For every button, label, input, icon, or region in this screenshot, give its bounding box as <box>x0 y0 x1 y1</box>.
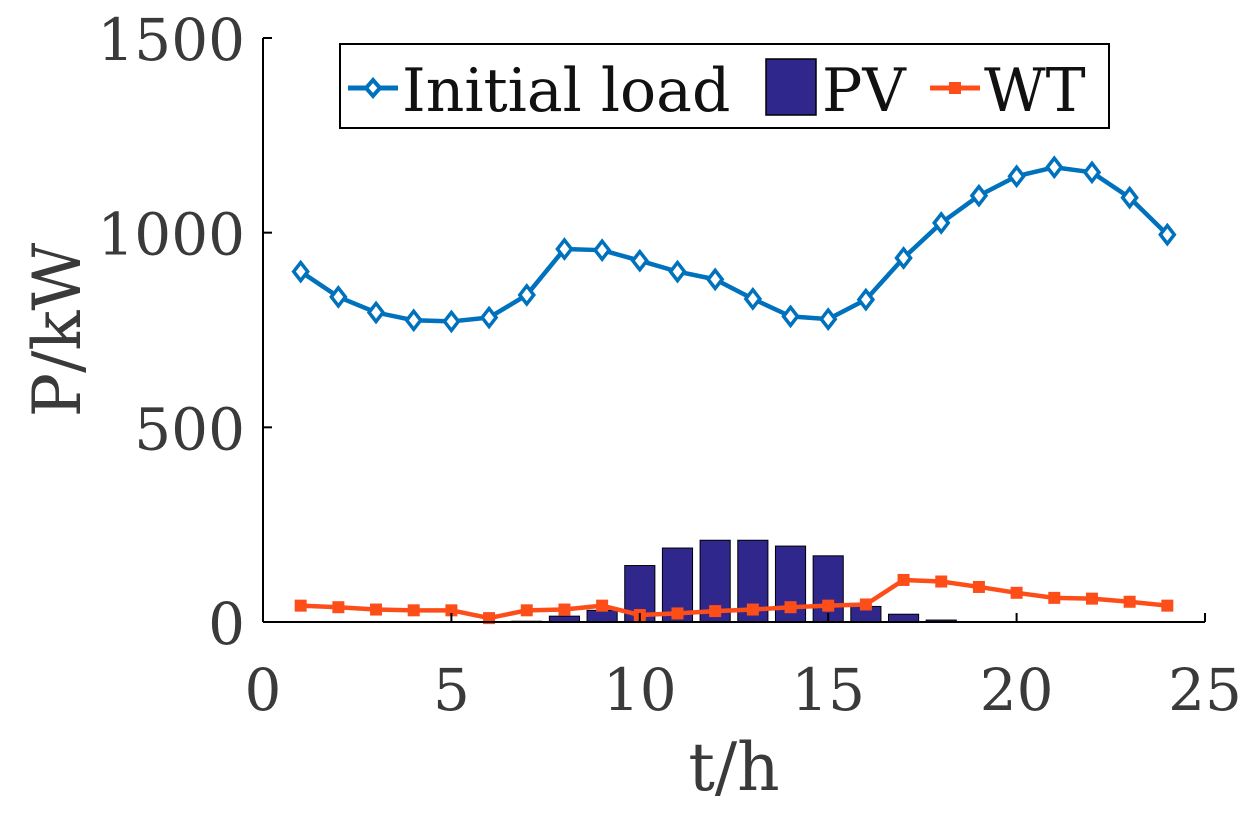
y-tick-label: 1000 <box>97 201 245 269</box>
wt-point <box>709 605 722 618</box>
wt-point <box>294 599 307 612</box>
legend-box <box>339 43 1110 129</box>
legend-label-wt: WT <box>984 56 1086 126</box>
pv-bar <box>586 609 618 623</box>
initial-load-point <box>894 246 913 270</box>
initial-load-point <box>668 259 687 284</box>
wt-point <box>520 604 533 617</box>
wt-point <box>1161 599 1174 612</box>
initial-load-point <box>969 183 989 208</box>
initial-load-point <box>1007 164 1026 189</box>
wt-point <box>859 598 872 611</box>
pv-bar <box>887 613 920 623</box>
wt-point <box>332 601 345 614</box>
initial-load-point <box>932 211 951 235</box>
wt-point <box>746 603 759 616</box>
y-tick-labels: 0 500 1000 1500 <box>97 6 245 658</box>
legend-label-initial-load: Initial load <box>402 56 730 126</box>
pv-bar <box>812 555 844 623</box>
x-tick-label: 0 <box>245 656 282 724</box>
initial-load-point <box>1120 185 1139 210</box>
y-axis-label: P/kW <box>19 243 96 418</box>
initial-load-point <box>517 283 536 307</box>
y-tick-label: 500 <box>134 395 245 463</box>
initial-load-point <box>479 305 499 330</box>
legend: Initial load PV WT <box>339 43 1110 129</box>
wt-point <box>1123 595 1136 608</box>
legend-wt-marker <box>949 82 961 94</box>
wt-point <box>370 603 383 616</box>
initial-load-point <box>291 259 310 284</box>
wt-point <box>671 607 684 620</box>
wt-point <box>1085 592 1098 605</box>
x-axis-label: t/h <box>688 729 779 806</box>
legend-load-marker <box>363 76 383 100</box>
initial-load-line <box>299 165 1169 324</box>
initial-load-point <box>818 307 838 331</box>
x-tick-label: 15 <box>791 656 865 724</box>
x-tick-label: 20 <box>980 656 1054 724</box>
initial-load-point <box>781 304 800 329</box>
initial-load-point <box>856 287 876 312</box>
initial-load-point <box>743 287 763 311</box>
initial-load-point <box>366 300 386 325</box>
y-tick-label: 1500 <box>97 6 245 74</box>
initial-load-point <box>1045 155 1064 180</box>
wt-point <box>1010 586 1023 599</box>
x-tick-label: 25 <box>1168 656 1242 724</box>
initial-load-point <box>630 248 650 273</box>
wt-point <box>822 599 835 612</box>
wt-point <box>1048 591 1061 604</box>
wt-point <box>972 580 985 593</box>
series-lines <box>291 155 1177 625</box>
wt-point <box>935 575 948 588</box>
wt-point <box>407 604 420 617</box>
initial-load-point <box>592 238 612 263</box>
x-tick-label: 10 <box>603 656 677 724</box>
initial-load-point <box>1158 222 1177 247</box>
x-tick-labels: 0 5 10 15 20 25 <box>245 656 1242 724</box>
initial-load-point <box>442 309 461 334</box>
y-tick-label: 0 <box>208 590 245 658</box>
wt-point <box>558 603 571 616</box>
legend-pv-swatch <box>765 58 817 116</box>
wt-line <box>300 577 1168 621</box>
initial-load-point <box>1082 160 1102 185</box>
initial-load-point <box>705 267 725 292</box>
legend-label-pv: PV <box>822 56 907 126</box>
wt-point <box>897 573 910 586</box>
wt-point <box>596 599 609 612</box>
ticks <box>262 37 1206 623</box>
initial-load-point <box>329 285 348 309</box>
x-tick-label: 5 <box>433 656 470 724</box>
wt-point <box>445 604 458 617</box>
initial-load-point <box>555 237 574 261</box>
wt-point <box>784 601 797 614</box>
initial-load-point <box>404 308 423 333</box>
